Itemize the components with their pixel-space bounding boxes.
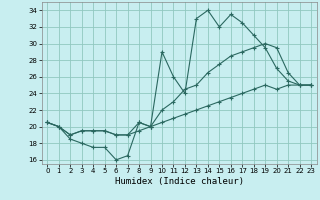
X-axis label: Humidex (Indice chaleur): Humidex (Indice chaleur): [115, 177, 244, 186]
